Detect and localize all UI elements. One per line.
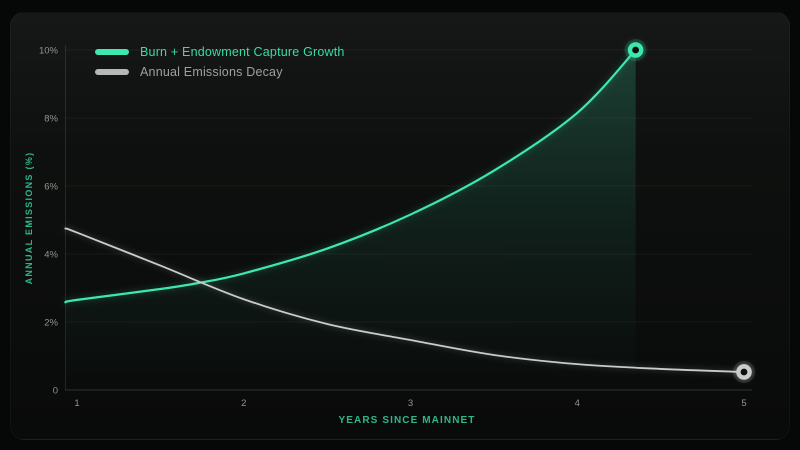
line-growth	[64, 48, 637, 304]
legend-swatch-icon	[95, 69, 129, 75]
x-tick-4: 4	[575, 398, 580, 409]
y-axis-title: ANNUAL EMISSIONS (%)	[24, 151, 34, 285]
chart-legend: Burn + Endowment Capture Growth Annual Em…	[95, 42, 345, 82]
y-tick-10%: 10%	[39, 46, 59, 57]
x-tick-5: 5	[741, 398, 746, 409]
line-decay	[64, 227, 745, 373]
y-tick-0: 0	[53, 386, 58, 397]
x-axis-title: YEARS SINCE MAINNET	[338, 415, 476, 426]
area-under-growth-curve	[65, 50, 636, 390]
y-tick-8%: 8%	[44, 114, 58, 125]
legend-item-decay[interactable]: Annual Emissions Decay	[95, 62, 345, 82]
y-tick-4%: 4%	[44, 250, 58, 261]
x-tick-1: 1	[74, 398, 79, 409]
end-markers	[624, 39, 755, 383]
legend-swatch-icon	[95, 49, 129, 55]
x-tick-2: 2	[241, 398, 246, 409]
y-tick-2%: 2%	[44, 318, 58, 329]
legend-label: Annual Emissions Decay	[140, 65, 283, 79]
x-tick-3: 3	[408, 398, 413, 409]
axis-tick-labels: 10% 8% 6% 4% 2% 0 1 2 3 4 5	[39, 46, 747, 410]
decay-end-marker	[736, 364, 752, 380]
legend-item-growth[interactable]: Burn + Endowment Capture Growth	[95, 42, 345, 62]
y-tick-6%: 6%	[44, 182, 58, 193]
legend-label: Burn + Endowment Capture Growth	[140, 45, 345, 59]
series-lines	[64, 48, 745, 373]
growth-area-fill	[65, 50, 636, 390]
growth-end-marker	[627, 42, 644, 58]
